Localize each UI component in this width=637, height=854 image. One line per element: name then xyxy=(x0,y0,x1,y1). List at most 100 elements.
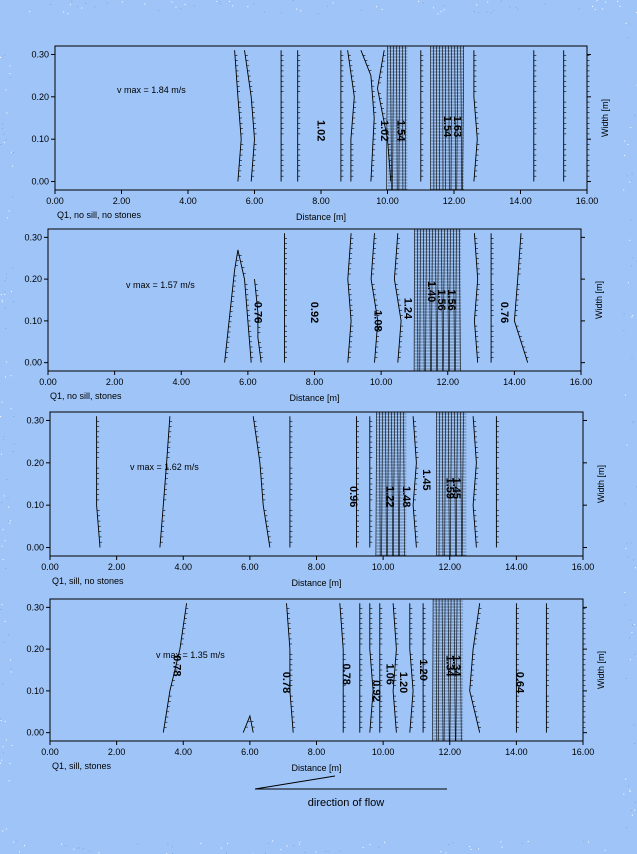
y-tick-label: 0.20 xyxy=(26,458,44,468)
x-tick-label: 14.00 xyxy=(509,196,532,206)
contour-value-label: 1.22 xyxy=(384,486,396,507)
contour-line xyxy=(448,411,450,557)
contour-line xyxy=(448,45,450,191)
panel-caption: Q1, no sill, no stones xyxy=(57,210,142,220)
contour-line xyxy=(412,416,417,548)
contour-value-label: 1.56 xyxy=(445,289,457,310)
x-tick-label: 0.00 xyxy=(39,377,57,387)
dense-contour-band xyxy=(413,228,462,372)
y-tick-label: 0.30 xyxy=(26,602,44,612)
contour-line xyxy=(450,411,452,557)
contour-value-label: 1.45 xyxy=(450,477,462,498)
chart-panel-4: v max = 1.35 m/s Q1, sill, stones Distan… xyxy=(26,598,606,773)
contour-value-label: 1.48 xyxy=(400,486,412,507)
contour-line xyxy=(398,45,400,191)
contour-value-label: 1.20 xyxy=(397,672,409,693)
contour-line xyxy=(392,411,395,557)
y-tick-label: 0.10 xyxy=(26,686,44,696)
y-axis-label: Width [m] xyxy=(594,281,604,319)
contour-line xyxy=(375,411,377,557)
x-tick-label: 16.00 xyxy=(572,747,595,757)
contour-line xyxy=(450,45,453,191)
contour-line xyxy=(432,598,434,742)
x-tick-label: 2.00 xyxy=(108,747,126,757)
x-axis-label: Distance [m] xyxy=(291,763,341,773)
contour-line xyxy=(381,411,383,557)
contour-line xyxy=(392,45,394,191)
contour-value-label: 0.64 xyxy=(513,672,525,694)
panel-caption: Q1, sill, no stones xyxy=(52,576,124,586)
contour-value-label: 0.76 xyxy=(498,302,510,323)
y-tick-label: 0.10 xyxy=(26,500,44,510)
y-tick-label: 0.00 xyxy=(24,358,42,368)
contour-line xyxy=(460,45,463,191)
contour-value-label: 0.96 xyxy=(347,486,359,507)
x-tick-label: 16.00 xyxy=(570,377,593,387)
x-tick-label: 12.00 xyxy=(438,562,461,572)
contour-value-label: 1.54 xyxy=(395,120,407,142)
contour-line xyxy=(473,233,479,363)
flow-arrow-slant xyxy=(254,775,336,790)
contour-line xyxy=(456,45,459,191)
x-tick-label: 8.00 xyxy=(306,377,324,387)
x-tick-label: 0.00 xyxy=(41,747,59,757)
vmax-label: v max = 1.62 m/s xyxy=(130,462,199,472)
x-tick-label: 6.00 xyxy=(239,377,257,387)
contour-line xyxy=(461,411,464,557)
x-tick-label: 8.00 xyxy=(308,562,326,572)
contour-value-label: 0.92 xyxy=(370,680,382,701)
contour-line xyxy=(454,411,456,557)
contour-line xyxy=(454,45,456,191)
y-tick-label: 0.20 xyxy=(31,92,49,102)
x-tick-label: 12.00 xyxy=(443,196,466,206)
x-tick-label: 16.00 xyxy=(576,196,599,206)
contour-value-label: 1.08 xyxy=(372,310,384,331)
contour-value-label: 1.59 xyxy=(443,477,455,498)
contour-value-label: 1.34 xyxy=(443,655,455,677)
contour-line xyxy=(462,45,465,191)
y-axis-label: Width [m] xyxy=(596,465,606,503)
x-tick-label: 10.00 xyxy=(372,747,395,757)
contour-value-label: 0.78 xyxy=(170,655,182,676)
y-tick-label: 0.10 xyxy=(24,316,42,326)
contour-line xyxy=(391,411,393,557)
contour-line xyxy=(369,603,374,733)
dense-contour-band xyxy=(429,45,465,191)
x-tick-label: 14.00 xyxy=(503,377,526,387)
x-tick-label: 14.00 xyxy=(505,562,528,572)
x-tick-label: 10.00 xyxy=(376,196,399,206)
contour-value-label: 0.78 xyxy=(340,663,352,684)
dense-contour-band xyxy=(432,598,464,742)
y-axis-label: Width [m] xyxy=(596,651,606,689)
y-axis-label: Width [m] xyxy=(600,99,610,137)
contour-value-label: 1.54 xyxy=(441,116,453,138)
x-tick-label: 4.00 xyxy=(179,196,197,206)
y-tick-label: 0.00 xyxy=(31,177,49,187)
x-tick-label: 10.00 xyxy=(370,377,393,387)
contour-line xyxy=(396,45,398,191)
contour-line xyxy=(387,411,389,557)
dense-contour-band xyxy=(375,411,407,557)
x-tick-label: 0.00 xyxy=(41,562,59,572)
contour-line xyxy=(379,411,381,557)
x-tick-label: 8.00 xyxy=(308,747,326,757)
vmax-label: v max = 1.35 m/s xyxy=(156,650,225,660)
y-tick-label: 0.30 xyxy=(31,49,49,59)
x-tick-label: 2.00 xyxy=(113,196,131,206)
contour-line xyxy=(386,45,388,191)
y-tick-label: 0.10 xyxy=(31,134,49,144)
contour-line xyxy=(347,233,352,363)
contour-value-label: 0.78 xyxy=(280,672,292,693)
x-axis-label: Distance [m] xyxy=(291,578,341,588)
contour-value-label: 1.40 xyxy=(425,281,437,302)
contour-value-label: 1.56 xyxy=(435,289,447,310)
contour-line xyxy=(397,411,400,557)
x-tick-label: 0.00 xyxy=(46,196,64,206)
contour-value-label: 1.34 xyxy=(450,655,462,677)
x-tick-label: 2.00 xyxy=(106,377,124,387)
x-tick-label: 6.00 xyxy=(246,196,264,206)
y-tick-label: 0.20 xyxy=(24,274,42,284)
